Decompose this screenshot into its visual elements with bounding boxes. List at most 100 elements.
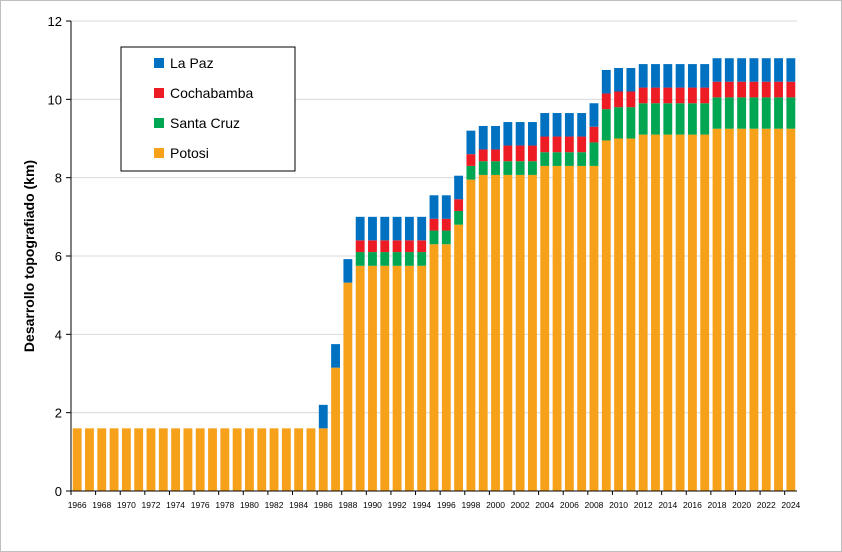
bar-potosi-2015 xyxy=(675,134,685,492)
bar-potosi-1980 xyxy=(244,428,254,491)
bar-santa-cruz-2016 xyxy=(687,103,697,135)
legend-swatch-cochabamba xyxy=(154,88,164,98)
bar-potosi-2020 xyxy=(737,128,747,491)
bar-santa-cruz-2002 xyxy=(515,161,525,175)
bar-santa-cruz-2001 xyxy=(503,161,513,175)
bar-potosi-1975 xyxy=(183,428,193,491)
x-tick-label: 1972 xyxy=(142,500,161,510)
legend-label-cochabamba: Cochabamba xyxy=(170,85,253,101)
bar-potosi-1974 xyxy=(171,428,181,491)
bar-la-paz-2000 xyxy=(491,125,500,150)
bar-potosi-1969 xyxy=(109,428,119,491)
bar-santa-cruz-1994 xyxy=(417,252,427,266)
x-tick-label: 1970 xyxy=(117,500,136,510)
bar-cochabamba-1995 xyxy=(429,218,439,231)
bar-potosi-1967 xyxy=(85,428,94,491)
x-tick-label: 1990 xyxy=(363,500,382,510)
x-tick-label: 2014 xyxy=(658,500,677,510)
x-tick-label: 2022 xyxy=(757,500,776,510)
bar-la-paz-2007 xyxy=(577,113,587,137)
bar-cochabamba-2011 xyxy=(626,91,636,108)
bar-potosi-1972 xyxy=(146,428,156,491)
bar-la-paz-2002 xyxy=(515,122,525,146)
x-tick-label: 1992 xyxy=(388,500,407,510)
bar-potosi-1999 xyxy=(478,174,488,492)
bar-santa-cruz-2014 xyxy=(663,103,673,135)
y-tick-label: 6 xyxy=(55,249,62,264)
bar-potosi-1995 xyxy=(429,244,439,491)
bar-potosi-2014 xyxy=(663,134,673,492)
bar-potosi-2000 xyxy=(491,174,500,492)
bar-santa-cruz-1993 xyxy=(404,252,414,266)
x-tick-label: 1988 xyxy=(338,500,357,510)
bar-potosi-1997 xyxy=(454,224,464,491)
bar-santa-cruz-2009 xyxy=(601,109,611,141)
bar-la-paz-1997 xyxy=(454,175,464,200)
y-axis-label: Desarrollo topografiado (km) xyxy=(21,160,37,352)
y-tick-label: 8 xyxy=(55,171,62,186)
bar-la-paz-2020 xyxy=(737,58,747,82)
bar-potosi-1981 xyxy=(257,428,267,491)
bar-la-paz-2019 xyxy=(724,58,734,82)
bar-cochabamba-2023 xyxy=(774,81,783,98)
bar-potosi-1986 xyxy=(318,428,328,491)
bar-cochabamba-1993 xyxy=(404,240,414,253)
bar-cochabamba-2001 xyxy=(503,145,513,162)
x-tick-label: 2020 xyxy=(732,500,751,510)
bar-cochabamba-2019 xyxy=(724,81,734,98)
bar-cochabamba-1997 xyxy=(454,199,464,211)
bar-potosi-2018 xyxy=(712,128,722,491)
x-tick-label: 2006 xyxy=(560,500,579,510)
bar-la-paz-2012 xyxy=(638,64,648,88)
bar-santa-cruz-2018 xyxy=(712,97,722,129)
y-tick-label: 2 xyxy=(55,406,62,421)
legend-box xyxy=(120,46,296,172)
bar-cochabamba-1999 xyxy=(478,149,488,162)
bar-la-paz-1989 xyxy=(355,216,365,241)
bar-santa-cruz-1991 xyxy=(380,252,390,266)
bar-potosi-1994 xyxy=(417,265,427,491)
bar-potosi-1973 xyxy=(158,428,168,491)
bar-potosi-2023 xyxy=(774,128,783,491)
x-tick-label: 2012 xyxy=(634,500,653,510)
bar-potosi-2022 xyxy=(761,128,771,491)
bar-cochabamba-1994 xyxy=(417,240,427,253)
y-axis-ticks: 0 2 4 6 8 10 12 xyxy=(48,14,71,499)
x-tick-label: 1984 xyxy=(289,500,308,510)
bar-santa-cruz-2003 xyxy=(528,161,537,175)
bar-santa-cruz-2019 xyxy=(724,97,734,129)
bar-la-paz-2005 xyxy=(552,113,562,137)
x-tick-label: 1986 xyxy=(314,500,333,510)
bar-santa-cruz-2015 xyxy=(675,103,685,135)
legend-label-santa-cruz: Santa Cruz xyxy=(170,115,240,131)
bar-cochabamba-2016 xyxy=(687,87,697,104)
bar-la-paz-2003 xyxy=(528,122,537,146)
bar-santa-cruz-1999 xyxy=(478,161,488,175)
bar-potosi-1978 xyxy=(220,428,230,491)
bar-potosi-1988 xyxy=(343,282,353,491)
bar-potosi-1993 xyxy=(404,265,414,491)
bar-potosi-2004 xyxy=(540,165,550,491)
bar-potosi-1977 xyxy=(208,428,217,491)
bar-cochabamba-1991 xyxy=(380,240,390,253)
legend-swatch-santa-cruz xyxy=(154,118,164,128)
bar-cochabamba-1996 xyxy=(441,218,451,231)
bars xyxy=(72,58,796,492)
bar-potosi-1998 xyxy=(466,179,476,491)
bar-santa-cruz-2005 xyxy=(552,152,562,166)
bar-la-paz-2018 xyxy=(712,58,722,82)
legend-swatch-la-paz xyxy=(154,58,164,68)
bar-la-paz-2015 xyxy=(675,64,685,88)
bar-la-paz-1992 xyxy=(392,216,402,241)
bar-la-paz-1999 xyxy=(478,125,488,150)
bar-santa-cruz-2022 xyxy=(761,97,771,129)
x-tick-label: 1996 xyxy=(437,500,456,510)
bar-potosi-2005 xyxy=(552,165,562,491)
bar-santa-cruz-2011 xyxy=(626,107,636,139)
bar-potosi-2009 xyxy=(601,140,611,492)
bar-potosi-1984 xyxy=(294,428,304,491)
bar-potosi-2006 xyxy=(564,165,574,491)
bar-potosi-2012 xyxy=(638,134,648,492)
bar-santa-cruz-2008 xyxy=(589,142,599,166)
bar-potosi-2021 xyxy=(749,128,759,491)
